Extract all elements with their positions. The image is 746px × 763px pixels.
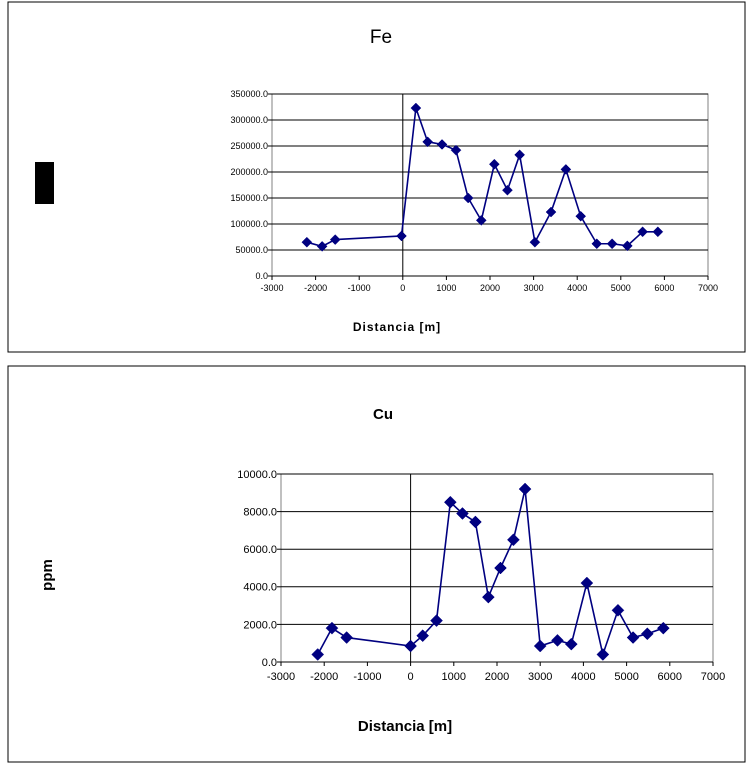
cu-x-tick-label: 1000	[442, 671, 466, 683]
fe-x-tick-label: -2000	[304, 283, 327, 293]
fe-y-axis: 0.0 50000.0 100000.0 150000.0 200000.0 250000…	[230, 89, 404, 281]
fe-x-tick-label: 6000	[654, 283, 674, 293]
cu-x-tick-label: 3000	[528, 671, 552, 683]
cu-x-tick-label: 0	[408, 671, 414, 683]
cu-data-point	[533, 639, 547, 653]
cu-series-line	[317, 488, 664, 658]
fe-data-point	[637, 226, 648, 238]
fe-data-point	[450, 144, 462, 156]
cu-series	[311, 482, 670, 661]
cu-x-tick-label: -1000	[353, 671, 381, 683]
fe-x-tick-label: 3000	[524, 283, 544, 293]
fe-data-point	[529, 236, 541, 248]
fe-data-point	[560, 164, 572, 175]
cu-data-point	[443, 495, 457, 509]
fe-data-point	[316, 241, 328, 252]
cu-data-point	[656, 621, 670, 635]
fe-x-tick-label: 0	[400, 283, 405, 293]
cu-y-tick-label: 0.0	[262, 657, 277, 669]
cu-x-axis: -3000 -2000 -1000 0 1000 2000 3000 4000 5000 6000…	[267, 661, 725, 683]
cu-x-tick-label: 4000	[571, 671, 595, 683]
cu-data-point	[596, 648, 610, 661]
cu-x-tick-label: -3000	[267, 671, 295, 683]
fe-y-tick-label: 250000.0	[230, 141, 268, 151]
cu-data-point	[404, 639, 417, 653]
cu-chart-title: Cu	[373, 406, 393, 423]
fe-chart-panel: Fe 0.0 50000.0 100000.0 150000.0 200000.0 250…	[7, 1, 746, 353]
cu-data-point	[551, 634, 564, 647]
fe-chart-title: Fe	[370, 27, 392, 48]
cu-data-point	[626, 631, 640, 644]
cu-x-tick-label: 6000	[658, 671, 682, 683]
cu-data-point	[311, 648, 325, 661]
cu-data-point	[580, 576, 594, 590]
fe-x-tick-label: 2000	[480, 283, 500, 293]
cu-y-axis-label: ppm	[39, 559, 56, 591]
fe-x-tick-label: 7000	[698, 283, 718, 293]
fe-data-point	[462, 192, 474, 204]
fe-data-point	[502, 184, 513, 196]
fe-gridlines	[272, 93, 708, 277]
cu-y-axis: 0.0 2000.0 4000.0 6000.0 8000.0 10000.0	[237, 469, 412, 669]
fe-series-line	[306, 107, 658, 248]
fe-x-tick-label: 5000	[611, 283, 631, 293]
fe-data-point	[301, 236, 313, 248]
cu-data-point	[564, 637, 578, 651]
cu-data-point	[518, 482, 532, 496]
fe-data-point	[422, 136, 434, 148]
fe-data-point	[606, 238, 618, 250]
fe-data-point	[410, 102, 422, 114]
fe-x-tick-label: -3000	[260, 283, 283, 293]
fe-y-tick-label: 50000.0	[235, 245, 268, 255]
fe-y-tick-label: 300000.0	[230, 115, 268, 125]
cu-data-point	[482, 590, 495, 604]
cu-data-point	[456, 507, 469, 520]
fe-legend-marker	[35, 162, 54, 204]
cu-x-axis-label: Distancia [m]	[358, 718, 452, 735]
cu-data-point	[416, 629, 430, 643]
fe-x-tick-label: 4000	[567, 283, 587, 293]
cu-y-tick-label: 10000.0	[237, 469, 277, 481]
fe-data-point	[652, 226, 664, 238]
cu-y-tick-label: 4000.0	[243, 582, 277, 594]
cu-data-point	[430, 614, 443, 627]
cu-data-point	[340, 631, 354, 644]
fe-x-axis-label: Distancia [m]	[353, 320, 441, 334]
fe-series	[301, 102, 664, 252]
fe-y-tick-label: 150000.0	[230, 193, 268, 203]
fe-data-point	[575, 210, 587, 222]
fe-data-point	[591, 238, 603, 250]
fe-data-point	[545, 206, 557, 218]
fe-y-tick-label: 350000.0	[230, 89, 268, 99]
fe-data-point	[475, 215, 487, 226]
fe-x-axis: -3000 -2000 -1000 0 1000 2000 3000 4000 5000 6000…	[260, 275, 718, 293]
fe-data-point	[489, 158, 500, 170]
cu-data-point	[469, 515, 482, 529]
fe-x-tick-label: -1000	[348, 283, 371, 293]
cu-x-tick-label: -2000	[310, 671, 338, 683]
fe-y-tick-label: 100000.0	[230, 219, 268, 229]
fe-y-tick-label: 0.0	[255, 271, 268, 281]
cu-x-tick-label: 5000	[614, 671, 638, 683]
cu-chart-panel: Cu ppm 0.02000.04000.06000.08000.010000.…	[7, 365, 746, 763]
cu-data-point	[507, 533, 520, 547]
cu-x-tick-label: 7000	[701, 671, 725, 683]
fe-data-point	[621, 240, 633, 252]
fe-data-point	[514, 149, 526, 161]
cu-data-point	[611, 603, 625, 617]
cu-x-tick-label: 2000	[485, 671, 509, 683]
cu-data-point	[325, 621, 339, 635]
cu-y-tick-label: 8000.0	[243, 506, 277, 518]
cu-data-point	[640, 627, 654, 641]
cu-data-point	[494, 561, 507, 575]
fe-y-tick-label: 200000.0	[230, 167, 268, 177]
fe-data-point	[329, 234, 341, 245]
cu-y-tick-label: 2000.0	[243, 619, 277, 631]
cu-y-tick-label: 6000.0	[243, 544, 277, 556]
fe-data-point	[436, 139, 448, 150]
fe-x-tick-label: 1000	[436, 283, 456, 293]
fe-data-point	[396, 230, 407, 242]
